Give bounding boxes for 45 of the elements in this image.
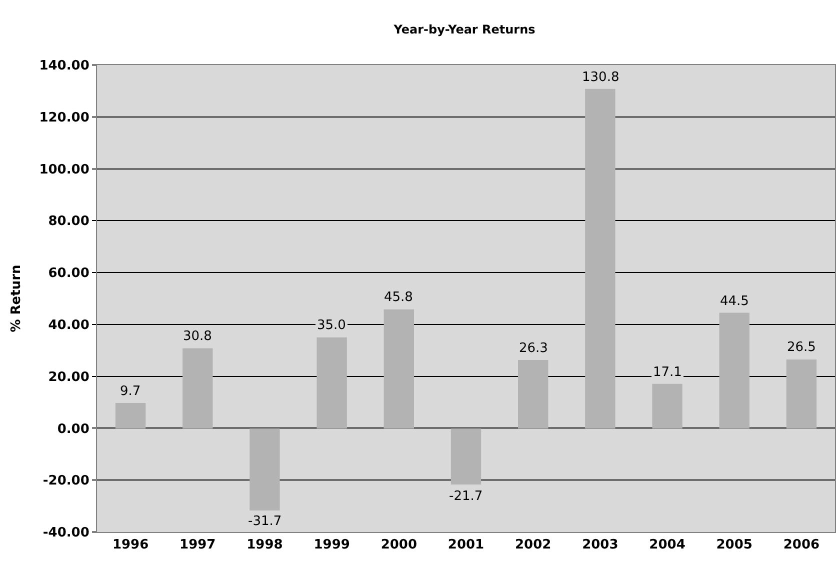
bar <box>719 312 750 428</box>
data-label: 17.1 <box>653 365 682 380</box>
data-label: 45.8 <box>384 290 413 305</box>
x-tick-label: 2006 <box>783 538 820 553</box>
y-tick-label: -20.00 <box>42 474 90 489</box>
bar <box>450 428 482 485</box>
y-axis-title: % Return <box>9 264 24 332</box>
bar <box>786 359 817 428</box>
bar <box>384 309 414 428</box>
x-tick-label: 2003 <box>582 538 618 553</box>
x-tick-label: 1999 <box>314 538 350 553</box>
bar <box>316 337 347 428</box>
y-tick-label: 0.00 <box>57 422 90 437</box>
y-tick-label: -40.00 <box>42 526 90 541</box>
bar <box>652 384 682 428</box>
bar <box>182 348 213 428</box>
y-tick-label: 60.00 <box>48 266 90 282</box>
data-label: 130.8 <box>582 70 620 85</box>
chart-title: Year-by-Year Returns <box>392 22 536 37</box>
bar <box>518 360 548 428</box>
x-tick-label: 2000 <box>380 538 418 553</box>
x-tick-label: 2005 <box>716 538 752 553</box>
x-tick-label: 2002 <box>514 538 552 553</box>
y-tick-label: 20.00 <box>48 370 90 385</box>
data-label: 35.0 <box>317 318 346 333</box>
data-label: -31.7 <box>248 514 282 529</box>
data-label: 9.7 <box>120 384 141 399</box>
x-tick-label: 1997 <box>180 538 216 553</box>
data-label: -21.7 <box>449 489 483 504</box>
bar <box>250 428 280 510</box>
y-tick-label: 100.00 <box>39 162 90 178</box>
data-label: 30.8 <box>183 329 212 344</box>
bar <box>115 403 146 428</box>
y-tick-label: 120.00 <box>39 110 90 126</box>
data-label: 26.3 <box>519 341 548 356</box>
y-tick-label: 80.00 <box>48 214 90 230</box>
bar <box>585 88 616 428</box>
y-tick-label: 140.00 <box>39 58 90 74</box>
y-tick-label: 40.00 <box>48 318 90 333</box>
x-tick-label: 1998 <box>246 538 283 553</box>
x-tick-label: 2004 <box>649 538 686 553</box>
data-label: 26.5 <box>787 340 816 355</box>
x-tick-label: 2001 <box>448 538 484 553</box>
data-label: 44.5 <box>720 294 749 309</box>
x-tick-label: 1996 <box>112 538 149 553</box>
